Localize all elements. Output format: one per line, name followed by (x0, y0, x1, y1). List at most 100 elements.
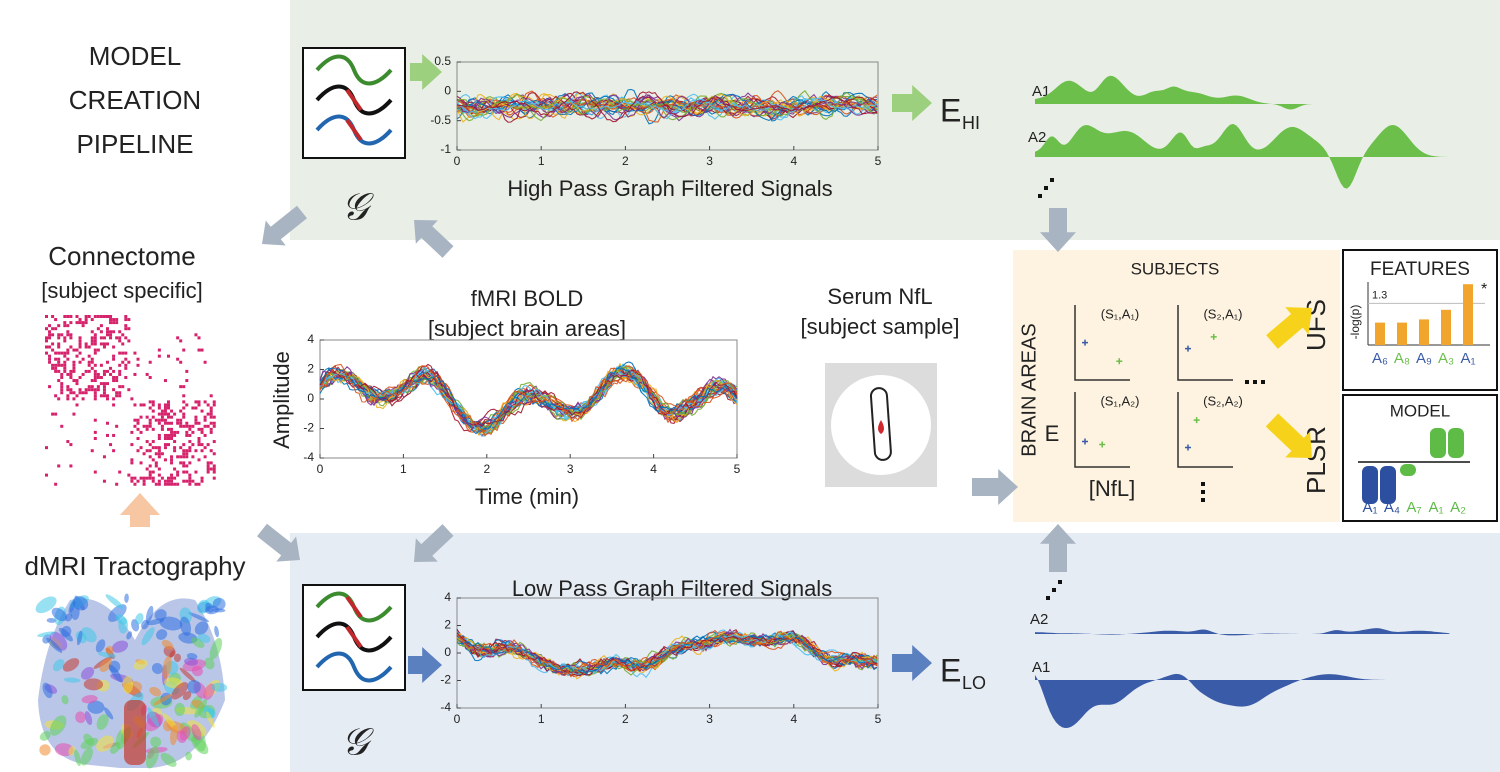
connectome-cell (66, 333, 70, 337)
connectome-cell (112, 449, 116, 453)
connectome-cell (130, 476, 134, 480)
signal-trace (456, 93, 878, 117)
connectome-cell (54, 327, 58, 331)
connectome-cell (54, 351, 58, 355)
connectome-cell (66, 394, 70, 398)
connectome-cell (93, 369, 97, 373)
connectome-cell (96, 327, 100, 331)
connectome-cell (72, 412, 76, 416)
connectome-cell (124, 327, 128, 331)
connectome-cell (133, 482, 137, 486)
connectome-cell (212, 400, 216, 404)
connectome-cell (176, 430, 180, 434)
scatter-point (1099, 441, 1106, 448)
signal-trace (319, 363, 738, 437)
connectome-cell (163, 421, 167, 425)
connectome-cell (99, 394, 103, 398)
connectome-cell (51, 315, 55, 318)
connectome-cell (57, 397, 61, 401)
connectome-cell (115, 482, 119, 486)
signal-trace (456, 88, 878, 125)
fiber-bundle (49, 715, 67, 736)
filter-wave (315, 54, 393, 86)
connectome-cell (69, 391, 73, 395)
connectome-cell (200, 443, 204, 447)
x-tick-label: 5 (875, 712, 882, 726)
connectome-cell (106, 327, 109, 331)
connectome-cell (154, 482, 158, 486)
connectome-cell (96, 348, 100, 352)
connectome-cell (212, 470, 216, 474)
connectome-cell (109, 321, 113, 325)
connectome-cell (63, 366, 67, 370)
fiber-bundle (133, 659, 148, 670)
connectome-cell (170, 458, 174, 462)
connectome-cell (173, 449, 177, 453)
connectome-cell (63, 324, 67, 328)
connectome-cell (69, 315, 73, 318)
fiber-bundle (149, 686, 162, 697)
y-tick-label: -2 (440, 673, 451, 687)
connectome-cell (66, 357, 70, 361)
scatter-point (1185, 444, 1192, 451)
connectome-cell (109, 336, 113, 340)
fiber-bundle (169, 725, 178, 746)
connectome-cell (182, 348, 186, 352)
connectome-cell (188, 433, 192, 437)
connectome-cell (127, 339, 131, 343)
connectome-cell (167, 421, 170, 425)
connectome-cell (66, 351, 70, 355)
connectome-cell (102, 315, 106, 318)
connectome-cell (63, 315, 67, 318)
ellipsis-dot (1052, 588, 1056, 592)
connectome-cell (185, 424, 189, 428)
connectome-cell (60, 382, 64, 386)
arrow (1040, 208, 1076, 252)
connectome-cell (154, 461, 158, 465)
connectome-cell (63, 351, 67, 355)
connectome-cell (87, 315, 91, 318)
fiber-bundle (150, 736, 162, 748)
connectome-cell (148, 424, 152, 428)
connectome-cell (191, 479, 195, 483)
connectome-cell (99, 376, 103, 379)
connectome-cell (200, 449, 204, 453)
connectome-cell (124, 324, 128, 328)
connectome-cell (57, 379, 61, 383)
y-tick-label: 4 (307, 332, 314, 346)
connectome-cell (170, 473, 174, 477)
connectome-cell (176, 455, 180, 459)
connectome-cell (170, 455, 174, 459)
connectome-cell (90, 360, 94, 364)
bar-category: A₉ (1416, 350, 1432, 367)
connectome-cell (121, 360, 125, 364)
connectome-cell (209, 427, 213, 431)
connectome-cell (121, 351, 125, 355)
connectome-cell (69, 464, 73, 468)
fiber-bundle (63, 677, 81, 683)
connectome-cell (118, 385, 122, 389)
connectome-cell (185, 452, 189, 456)
connectome-cell (151, 415, 155, 419)
connectome-cell (167, 412, 170, 416)
connectome-cell (145, 449, 149, 453)
title-line: MODEL (89, 41, 181, 71)
connectome-cell (157, 455, 161, 459)
connectome-cell (60, 424, 64, 428)
connectome-cell (81, 397, 85, 401)
connectome-cell (54, 366, 58, 370)
connectome-cell (154, 464, 158, 468)
connectome-cell (109, 366, 113, 370)
connectome-cell (106, 315, 109, 318)
connectome-cell (90, 379, 94, 383)
connectome-cell (84, 342, 88, 346)
connectome-cell (54, 357, 58, 361)
fiber-bundle (209, 637, 223, 660)
connectome-cell (45, 336, 48, 340)
arrow (1266, 307, 1312, 349)
connectome-cell (66, 324, 70, 328)
connectome-cell (106, 394, 109, 398)
bar (1419, 319, 1429, 345)
connectome-cell (124, 351, 128, 355)
connectome-cell (78, 376, 82, 379)
